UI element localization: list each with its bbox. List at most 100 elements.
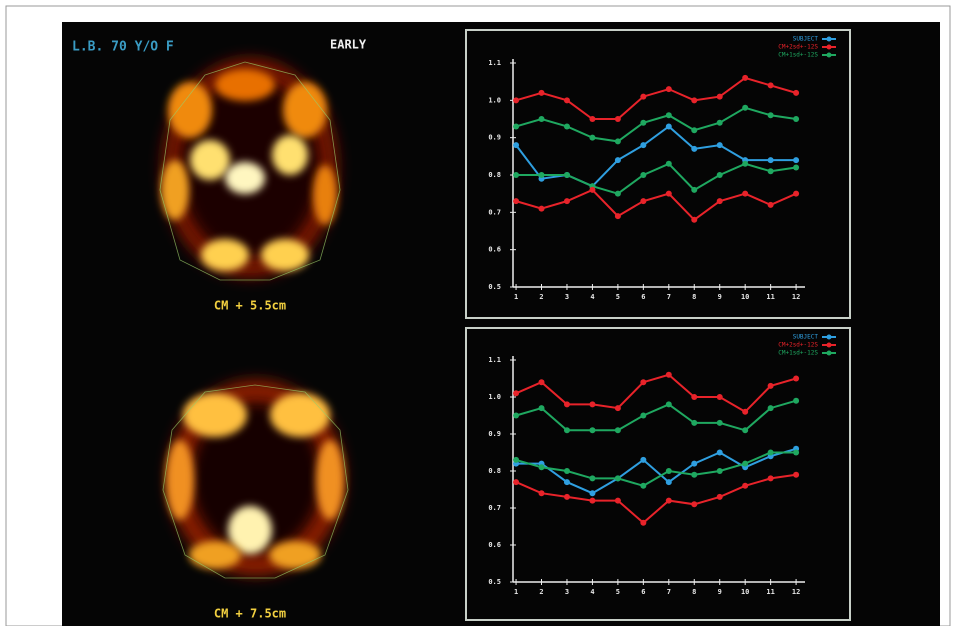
series-line [515,106,797,143]
brain-scan [159,58,341,281]
data-point [767,201,774,208]
data-point [640,198,647,205]
legend-marker [826,350,832,356]
x-tick-label: 9 [718,293,722,301]
data-point [793,449,800,456]
data-point [691,127,698,134]
data-point [538,89,545,96]
series-line [516,162,797,195]
data-point [793,116,800,122]
data-point [767,382,774,389]
data-point [665,190,672,197]
data-point [538,490,545,497]
y-tick-label: 0.5 [488,283,501,291]
y-tick-label: 0.6 [488,541,501,549]
data-point [691,419,698,426]
data-point [716,419,723,426]
x-tick-label: 2 [539,588,543,596]
data-point [691,97,698,104]
x-tick-label: 1 [514,293,518,301]
data-point [793,89,800,96]
data-point [665,468,672,474]
data-point [513,390,520,397]
series-line [515,399,797,432]
data-point [563,493,570,500]
data-point [767,157,774,164]
data-point [513,123,520,130]
y-tick-label: 0.7 [488,208,501,216]
data-point [589,490,596,497]
data-point [793,471,800,478]
data-point [691,186,698,193]
brain-scan [162,380,349,579]
data-point [538,172,545,178]
legend-marker [826,36,832,42]
data-point [614,116,621,122]
y-tick-label: 1.0 [488,96,501,104]
data-point [563,479,570,486]
data-point [742,104,749,111]
data-point [614,427,621,434]
data-point [640,172,647,178]
x-tick-label: 10 [741,588,749,596]
data-point [793,157,800,164]
data-point [513,479,520,486]
legend-label: CM+1sd+-12S [778,350,818,357]
legend-label: SUBJECT [793,334,819,341]
y-tick-label: 0.8 [488,467,501,475]
x-tick-label: 1 [514,588,518,596]
x-tick-label: 12 [792,293,800,301]
data-point [691,471,698,478]
data-point [742,427,749,434]
x-tick-label: 7 [667,293,671,301]
data-point [513,456,520,463]
y-tick-label: 0.9 [488,134,501,142]
data-point [538,464,545,471]
data-point [767,475,774,482]
x-tick-label: 10 [741,293,749,301]
data-point [665,479,672,486]
data-point [589,427,596,434]
data-point [691,216,698,223]
data-point [767,82,774,89]
data-point [589,134,596,141]
data-point [640,412,647,419]
data-point [563,123,570,130]
data-point [513,97,520,104]
x-tick-label: 8 [692,293,696,301]
data-point [640,93,647,100]
data-point [513,198,520,205]
data-point [716,119,723,126]
x-tick-label: 9 [718,588,722,596]
data-point [614,213,621,220]
slice-label: CM + 5.5cm [214,299,286,313]
series-line [515,76,797,120]
x-tick-label: 6 [641,588,645,596]
data-point [767,405,774,412]
x-tick-label: 12 [792,588,800,596]
legend-label: SUBJECT [793,36,819,43]
data-point [665,86,672,93]
data-point [742,482,749,489]
data-point [614,405,621,412]
x-tick-label: 4 [590,293,594,301]
data-point [589,116,596,122]
y-tick-label: 1.0 [488,393,501,401]
data-point [793,375,800,382]
data-point [513,172,520,178]
x-tick-label: 11 [766,293,774,301]
data-point [691,501,698,508]
data-point [640,379,647,386]
series-line [515,451,797,487]
data-point [691,460,698,467]
data-point [665,371,672,378]
data-point [538,379,545,386]
y-tick-label: 0.6 [488,246,501,254]
legend-label: CM+1sd+-12S [778,52,818,59]
slice-label: CM + 7.5cm [214,607,286,621]
series-line [515,473,797,525]
y-tick-label: 0.5 [488,578,501,586]
data-point [589,497,596,504]
data-point [640,482,647,489]
